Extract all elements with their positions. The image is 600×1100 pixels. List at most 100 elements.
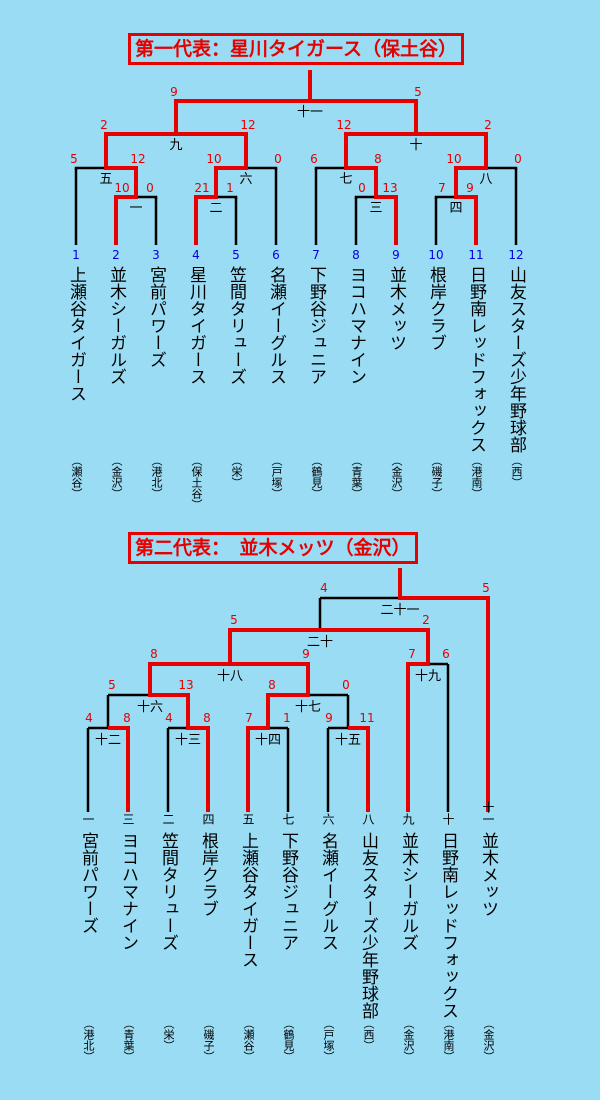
bracket1-team-area-9: （金沢）	[390, 455, 403, 499]
bracket2-score-6-left: 8	[268, 678, 276, 692]
bracket2-winner-path-c	[230, 662, 310, 812]
bracket2-title: 第二代表： 並木メッツ（金沢）	[128, 532, 418, 564]
bracket2-seed-8: 八	[361, 813, 375, 825]
bracket1-seed-12: 12	[508, 248, 524, 262]
bracket1-match-id-10: 十	[409, 138, 422, 153]
bracket2-winner-path-a	[108, 726, 130, 812]
bracket2-score-6-right: 0	[342, 678, 350, 692]
bracket1-match-7-left	[314, 166, 346, 170]
bracket1-match-id-5: 五	[99, 172, 112, 187]
bracket1-match-8-right	[486, 166, 518, 170]
bracket2-team-area-10: （港南）	[442, 1018, 455, 1062]
bracket2-team-name-5: 上瀬谷タイガース	[238, 832, 258, 968]
bracket1-score-7-right: 8	[374, 152, 382, 166]
bracket2-team-name-6: 下野谷ジュニア	[278, 832, 298, 951]
bracket2-team-area-3: （栄）	[162, 1018, 175, 1051]
bracket2-score-10-left: 4	[320, 581, 328, 595]
bracket1-score-5-left: 5	[70, 152, 78, 166]
bracket2-score-4-right: 11	[359, 711, 374, 725]
bracket1-score-3-left: 0	[358, 181, 366, 195]
bracket2-winner-path-e	[230, 628, 430, 812]
bracket2-score-8-left: 7	[408, 647, 416, 661]
bracket1-score-2-left: 21	[194, 181, 209, 195]
bracket2-score-1-right: 8	[123, 711, 131, 725]
bracket2-team-name-9: 並木シーガルズ	[398, 832, 418, 951]
bracket1-match-4-left	[434, 195, 456, 199]
bracket1-match-5-left	[74, 166, 106, 170]
bracket2-seed-7: 六	[321, 813, 335, 825]
bracket1-match-id-8: 八	[479, 172, 492, 187]
bracket1-team-name-11: 日野南レッドフォックス	[466, 266, 486, 453]
bracket2-score-9-left: 5	[230, 613, 238, 627]
bracket2-team-area-6: （鶴見）	[282, 1018, 295, 1062]
bracket1-team-name-6: 名瀬イーグルス	[266, 266, 286, 385]
bracket1-match-id-3: 三	[369, 201, 382, 216]
bracket1-score-9-left: 2	[100, 118, 108, 132]
bracket2-seed-5: 五	[241, 813, 255, 825]
bracket2-match-id-6: 十七	[295, 700, 321, 715]
bracket1-team-name-3: 宮前パワーズ	[146, 266, 166, 368]
bracket1-seed-2: 2	[112, 248, 120, 262]
bracket2-team-area-7: （戸塚）	[322, 1018, 335, 1062]
bracket2-match-id-8: 十九	[415, 669, 441, 684]
bracket2-score-3-right: 1	[283, 711, 291, 725]
bracket2-match-id-10: 二十一	[380, 603, 419, 618]
bracket1-team-name-12: 山友スターズ少年野球部	[506, 266, 526, 453]
bracket2-winner-path-d	[348, 726, 370, 812]
bracket1-team-area-5: （栄）	[230, 455, 243, 488]
bracket1-team-area-12: （西）	[510, 455, 523, 488]
bracket1-team-name-7: 下野谷ジュニア	[306, 266, 326, 385]
bracket1-seed-1: 1	[72, 248, 80, 262]
bracket1-team-area-1: （瀬谷）	[70, 455, 83, 499]
bracket1-seed-3: 3	[152, 248, 160, 262]
bracket1-team-name-8: ヨコハマナイン	[346, 266, 366, 385]
bracket1-team-name-10: 根岸クラブ	[426, 266, 446, 351]
bracket1-score-8-left: 10	[446, 152, 461, 166]
bracket2-winner-path-f	[398, 568, 490, 812]
bracket2-team-name-1: 宮前パワーズ	[78, 832, 98, 934]
bracket1-seed-7: 7	[312, 248, 320, 262]
bracket2-score-3-left: 7	[245, 711, 253, 725]
bracket2-seed-2: 三	[121, 813, 135, 825]
bracket1-score-1-left: 10	[114, 181, 129, 195]
bracket2-team-area-1: （港北）	[82, 1018, 95, 1062]
bracket1-score-1-right: 0	[146, 181, 154, 195]
bracket1-match-id-9: 九	[169, 138, 182, 153]
bracket2-match-id-5: 十六	[137, 700, 163, 715]
bracket2-match-id-4: 十五	[335, 733, 361, 748]
bracket1-seed-11: 11	[468, 248, 484, 262]
bracket1-title: 第一代表：星川タイガース（保土谷）	[128, 33, 465, 65]
bracket1-team-name-4: 星川タイガース	[186, 266, 206, 385]
bracket2-team-area-9: （金沢）	[402, 1018, 415, 1062]
bracket1-seed-8: 8	[352, 248, 360, 262]
bracket1-score-4-right: 9	[466, 181, 474, 195]
bracket1-score-10-left: 12	[336, 118, 351, 132]
bracket1-seed-9: 9	[392, 248, 400, 262]
bracket1-team-area-4: （保土谷）	[190, 455, 203, 510]
bracket1-match-id-4: 四	[449, 201, 462, 216]
bracket1-team-area-3: （港北）	[150, 455, 163, 499]
bracket2-team-name-10: 日野南レッドフォックス	[438, 832, 458, 1019]
bracket2-seed-10: 十	[441, 813, 455, 825]
bracket2-score-8-right: 6	[442, 647, 450, 661]
bracket1-score-6-right: 0	[274, 152, 282, 166]
bracket2-score-5-left: 5	[108, 678, 116, 692]
bracket1-team-area-6: （戸塚）	[270, 455, 283, 499]
bracket1-score-4-left: 7	[438, 181, 446, 195]
bracket2-match-id-3: 十四	[255, 733, 281, 748]
bracket2-team-name-8: 山友スターズ少年野球部	[358, 832, 378, 1019]
bracket1-team-name-5: 笠間タリューズ	[226, 266, 246, 385]
bracket1-team-area-8: （青葉）	[350, 455, 363, 499]
bracket1-score-11-right: 5	[414, 85, 422, 99]
bracket1-match-id-6: 六	[239, 172, 252, 187]
bracket2-seed-1: 一	[81, 813, 95, 825]
bracket1-score-9-right: 12	[240, 118, 255, 132]
bracket1-match-3-left	[354, 195, 376, 199]
bracket1-match-id-1: 一	[129, 201, 142, 216]
bracket2-seed-3: 二	[161, 813, 175, 825]
bracket1-winner-path-d	[416, 132, 488, 245]
bracket1-score-5-right: 12	[130, 152, 145, 166]
bracket2-team-name-7: 名瀬イーグルス	[318, 832, 338, 951]
bracket2-score-10-right: 5	[482, 581, 490, 595]
bracket2-score-2-right: 8	[203, 711, 211, 725]
